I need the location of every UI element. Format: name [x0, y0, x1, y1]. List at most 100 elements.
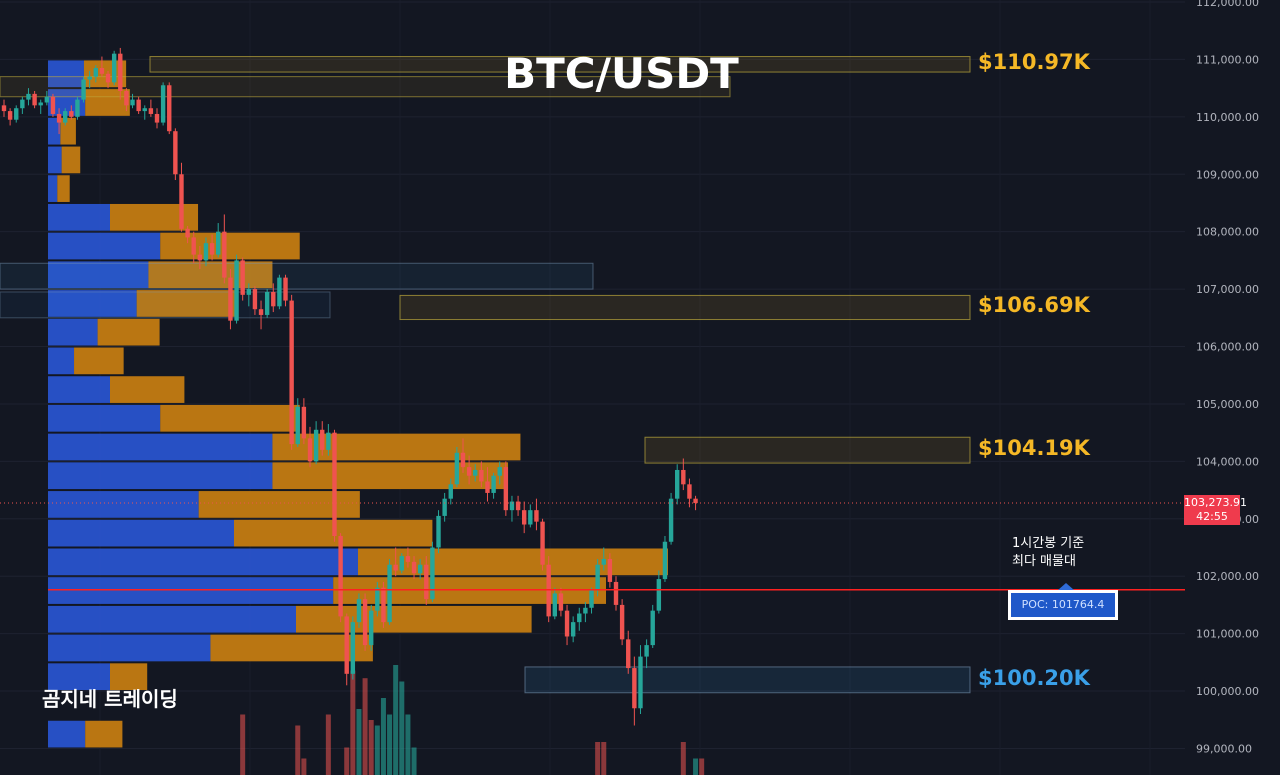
zone-label: $106.69K	[978, 293, 1090, 318]
y-tick-label: 102,000.00	[1196, 570, 1259, 583]
volume-bar	[374, 725, 380, 775]
candle-body	[430, 547, 435, 600]
candle-body	[332, 432, 337, 537]
candle-body	[595, 564, 600, 591]
candle-body	[289, 300, 294, 445]
candle-body	[326, 432, 331, 450]
volume-profile-buy	[48, 548, 358, 576]
candle-body	[32, 93, 37, 106]
candle-body	[638, 656, 643, 709]
volume-profile-buy	[48, 433, 273, 461]
candle-body	[485, 481, 490, 493]
candle-body	[246, 289, 251, 295]
price-zone	[524, 666, 971, 694]
candle-body	[118, 53, 123, 92]
brand-watermark: 곰지네 트레이딩	[42, 687, 178, 711]
candle-body	[442, 498, 447, 516]
volume-profile-buy	[48, 577, 334, 604]
candle-body	[154, 113, 160, 123]
candle-body	[7, 111, 13, 120]
candle-body	[50, 96, 56, 114]
volume-bar	[699, 758, 705, 775]
y-tick-label: 104,000.00	[1196, 455, 1259, 468]
candle-body	[277, 277, 282, 307]
volume-profile-buy	[48, 605, 296, 633]
candle-body	[191, 237, 196, 255]
y-tick-label: 107,000.00	[1196, 283, 1259, 296]
candle-body	[601, 558, 606, 565]
candle-body	[479, 469, 484, 482]
candle-body	[515, 501, 521, 511]
candle-body	[668, 498, 674, 542]
candle-body	[160, 85, 166, 123]
candle-body	[589, 590, 594, 608]
candle-body	[136, 99, 141, 112]
candle-body	[124, 91, 129, 106]
price-axis: 112,000.00 111,000.00 110,000.00 109,000.00…	[1196, 0, 1259, 755]
candle-body	[271, 291, 276, 307]
zone-label: $110.97K	[978, 50, 1090, 75]
candle-body	[69, 111, 74, 117]
volume-profile-sell	[272, 462, 509, 490]
volume-bar	[405, 714, 411, 775]
candle-body	[607, 558, 613, 582]
candle-body	[350, 622, 356, 674]
candle-body	[650, 610, 655, 646]
volume-bar	[601, 742, 607, 775]
candle-body	[222, 231, 227, 278]
candle-body	[44, 96, 50, 103]
volume-profile-buy	[48, 146, 62, 174]
volume-bar	[295, 725, 301, 775]
volume-profile-buy	[48, 634, 211, 662]
candle-body	[626, 639, 631, 669]
volume-bar	[356, 709, 362, 775]
candle-body	[105, 73, 111, 83]
volume-bars	[240, 665, 705, 775]
volume-profile-buy	[48, 117, 61, 145]
volume-bar	[399, 681, 405, 775]
y-tick-label: 109,000.00	[1196, 168, 1259, 181]
volume-bar	[362, 678, 368, 775]
candle-body	[142, 108, 147, 112]
candle-body	[20, 99, 25, 109]
overlay-lines	[0, 502, 1185, 591]
candles	[1, 47, 698, 726]
candle-body	[93, 68, 98, 77]
volume-bar	[693, 758, 699, 775]
candle-body	[26, 93, 31, 100]
candle-countdown: 42:55	[1196, 510, 1228, 524]
y-tick-label: 112,000.00	[1196, 0, 1259, 9]
candle-body	[130, 99, 135, 106]
candle-body	[644, 645, 649, 657]
volume-profile-sell	[296, 605, 532, 633]
candle-body	[240, 260, 245, 295]
volume-bar	[240, 714, 246, 775]
volume-profile-buy	[48, 232, 161, 260]
volume-profile-buy	[48, 404, 161, 432]
volume-bar	[387, 714, 393, 775]
candle-body	[338, 536, 343, 617]
candle-body	[583, 607, 588, 614]
candle-body	[99, 68, 105, 74]
candle-body	[356, 599, 362, 623]
volume-profile-buy	[48, 318, 98, 346]
volume-profile-buy	[48, 175, 58, 202]
volume-bar	[350, 670, 356, 775]
volume-bar	[301, 758, 307, 775]
poc-label: POC: 101764.4	[1008, 590, 1118, 620]
volume-profile-sell	[85, 89, 130, 116]
candle-body	[448, 484, 453, 499]
candle-body	[197, 254, 203, 261]
volume-profile-sell	[110, 376, 185, 403]
candle-body	[81, 79, 86, 100]
candle-body	[148, 108, 154, 114]
poc-note-line1: 1시간봉 기준	[1012, 536, 1085, 551]
current-price-tag: 103,273.91 42:55	[1184, 495, 1247, 526]
candle-body	[552, 593, 557, 617]
candle-body	[75, 99, 80, 117]
volume-bar	[368, 720, 374, 775]
candle-body	[454, 452, 460, 485]
candle-body	[362, 599, 368, 646]
y-tick-label: 110,000.00	[1196, 111, 1259, 124]
